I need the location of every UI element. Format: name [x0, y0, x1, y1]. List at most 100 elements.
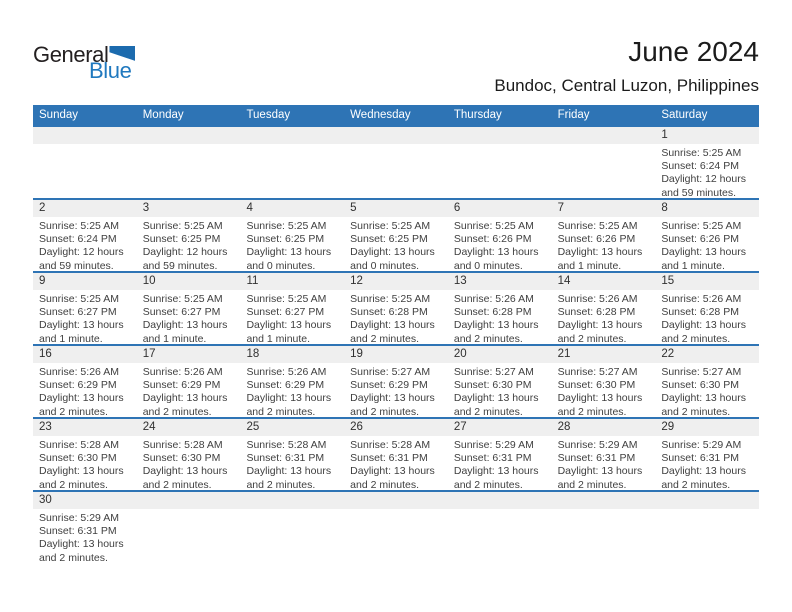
day-number: 15	[661, 275, 675, 287]
sunset-text: Sunset: 6:30 PM	[39, 452, 117, 465]
day-details: Sunrise: 5:26 AM Sunset: 6:28 PM Daylight:…	[655, 290, 759, 344]
sunrise-text: Sunrise: 5:25 AM	[453, 220, 534, 232]
day-number: 19	[350, 348, 363, 360]
day-cell-19: 19 Sunrise: 5:27 AM Sunset: 6:29 PM Dayligh…	[344, 346, 448, 417]
empty-day-cell	[137, 492, 241, 563]
day-cell-27: 27 Sunrise: 5:29 AM Sunset: 6:31 PM Dayligh…	[448, 419, 552, 490]
day-number-band	[33, 419, 759, 436]
sunset-text: Sunset: 6:29 PM	[39, 379, 117, 392]
sunset-text: Sunset: 6:29 PM	[246, 379, 325, 392]
weekday-header-thursday: Thursday	[453, 109, 502, 121]
empty-day-cell	[655, 492, 759, 563]
daylight-text: Daylight: 13 hours and 1 minute.	[142, 319, 228, 344]
day-cell-18: 18 Sunrise: 5:26 AM Sunset: 6:29 PM Dayligh…	[240, 346, 344, 417]
sunrise-text: Sunrise: 5:26 AM	[39, 366, 119, 378]
empty-day-cell	[240, 127, 344, 198]
sunrise-text: Sunrise: 5:25 AM	[39, 293, 119, 305]
daylight-text: Daylight: 13 hours and 2 minutes.	[557, 465, 643, 490]
day-number: 7	[557, 202, 564, 214]
daylight-text: Daylight: 12 hours and 59 minutes.	[39, 246, 124, 271]
day-details: Sunrise: 5:25 AM Sunset: 6:26 PM Daylight:…	[552, 217, 656, 271]
sunrise-text: Sunrise: 5:25 AM	[246, 220, 327, 232]
day-number: 13	[453, 275, 467, 287]
daylight-text: Daylight: 13 hours and 2 minutes.	[557, 319, 643, 344]
empty-day-cell	[344, 492, 448, 563]
sunrise-text: Sunrise: 5:25 AM	[557, 220, 638, 232]
day-details: Sunrise: 5:26 AM Sunset: 6:28 PM Daylight:…	[448, 290, 552, 344]
day-number: 6	[453, 202, 461, 214]
week-cells: 30 Sunrise: 5:29 AM Sunset: 6:31 PM Dayligh…	[33, 492, 759, 563]
sunrise-text: Sunrise: 5:28 AM	[246, 439, 327, 451]
daylight-text: Daylight: 13 hours and 2 minutes.	[661, 319, 746, 344]
empty-day-cell	[448, 127, 552, 198]
sunset-text: Sunset: 6:25 PM	[350, 233, 428, 246]
sunrise-text: Sunrise: 5:27 AM	[661, 366, 742, 378]
day-details: Sunrise: 5:28 AM Sunset: 6:30 PM Daylight:…	[33, 436, 137, 490]
sunset-text: Sunset: 6:28 PM	[350, 306, 428, 319]
day-details: Sunrise: 5:29 AM Sunset: 6:31 PM Daylight:…	[448, 436, 552, 490]
calendar-table: Sunday Monday Tuesday Wednesday Thursday…	[33, 105, 759, 563]
week-cells: 9 Sunrise: 5:25 AM Sunset: 6:27 PM Daylight…	[33, 273, 759, 344]
daylight-text: Daylight: 13 hours and 2 minutes.	[557, 392, 643, 417]
daylight-text: Daylight: 12 hours and 59 minutes.	[142, 246, 228, 271]
week-row: 1 Sunrise: 5:25 AM Sunset: 6:24 PM Daylight…	[33, 125, 759, 198]
daylight-text: Daylight: 13 hours and 0 minutes.	[246, 246, 332, 271]
empty-day-cell	[552, 127, 656, 198]
weekday-header-row: Sunday Monday Tuesday Wednesday Thursday…	[33, 105, 759, 125]
daylight-text: Daylight: 13 hours and 2 minutes.	[453, 392, 539, 417]
day-details: Sunrise: 5:28 AM Sunset: 6:31 PM Daylight:…	[344, 436, 448, 490]
day-number: 12	[350, 275, 363, 287]
empty-day-cell	[344, 127, 448, 198]
week-row: 23 Sunrise: 5:28 AM Sunset: 6:30 PM Dayligh…	[33, 417, 759, 490]
day-number: 28	[557, 421, 571, 433]
daylight-text: Daylight: 13 hours and 1 minute.	[39, 319, 124, 344]
daylight-text: Daylight: 13 hours and 2 minutes.	[350, 392, 435, 417]
sunset-text: Sunset: 6:31 PM	[661, 452, 739, 465]
day-cell-25: 25 Sunrise: 5:28 AM Sunset: 6:31 PM Dayligh…	[240, 419, 344, 490]
week-cells: 2 Sunrise: 5:25 AM Sunset: 6:24 PM Daylight…	[33, 200, 759, 271]
day-cell-9: 9 Sunrise: 5:25 AM Sunset: 6:27 PM Daylight…	[33, 273, 137, 344]
day-number: 1	[661, 129, 668, 141]
sunrise-text: Sunrise: 5:25 AM	[246, 293, 327, 305]
sunrise-text: Sunrise: 5:26 AM	[246, 366, 327, 378]
day-number: 17	[142, 348, 156, 360]
sunset-text: Sunset: 6:26 PM	[453, 233, 532, 246]
daylight-text: Daylight: 13 hours and 2 minutes.	[350, 465, 435, 490]
daylight-text: Daylight: 13 hours and 2 minutes.	[453, 319, 539, 344]
day-details: Sunrise: 5:26 AM Sunset: 6:29 PM Daylight:…	[240, 363, 344, 417]
general-blue-logo: General Blue	[33, 44, 153, 82]
sunrise-text: Sunrise: 5:29 AM	[453, 439, 534, 451]
day-cell-29: 29 Sunrise: 5:29 AM Sunset: 6:31 PM Dayligh…	[655, 419, 759, 490]
empty-day-cell	[137, 127, 241, 198]
sunrise-text: Sunrise: 5:29 AM	[557, 439, 638, 451]
day-number: 24	[142, 421, 156, 433]
day-number: 30	[39, 494, 52, 506]
day-cell-12: 12 Sunrise: 5:25 AM Sunset: 6:28 PM Dayligh…	[344, 273, 448, 344]
day-number-band	[33, 273, 759, 290]
weekday-header-tuesday: Tuesday	[246, 109, 291, 121]
day-number: 25	[246, 421, 260, 433]
daylight-text: Daylight: 13 hours and 2 minutes.	[142, 465, 228, 490]
daylight-text: Daylight: 13 hours and 0 minutes.	[453, 246, 539, 271]
day-details: Sunrise: 5:26 AM Sunset: 6:28 PM Daylight:…	[552, 290, 656, 344]
day-number: 18	[246, 348, 260, 360]
day-cell-4: 4 Sunrise: 5:25 AM Sunset: 6:25 PM Daylight…	[240, 200, 344, 271]
sunrise-text: Sunrise: 5:28 AM	[142, 439, 223, 451]
day-number: 3	[142, 202, 150, 214]
day-number: 23	[39, 421, 52, 433]
day-cell-24: 24 Sunrise: 5:28 AM Sunset: 6:30 PM Dayligh…	[137, 419, 241, 490]
weekday-header-wednesday: Wednesday	[350, 109, 411, 121]
week-row: 30 Sunrise: 5:29 AM Sunset: 6:31 PM Dayligh…	[33, 490, 759, 563]
sunrise-text: Sunrise: 5:29 AM	[39, 512, 119, 524]
day-details: Sunrise: 5:25 AM Sunset: 6:26 PM Daylight:…	[448, 217, 552, 271]
day-details: Sunrise: 5:25 AM Sunset: 6:24 PM Daylight:…	[655, 144, 759, 198]
sunrise-text: Sunrise: 5:27 AM	[557, 366, 638, 378]
weekday-header-friday: Friday	[557, 109, 590, 121]
sunrise-text: Sunrise: 5:28 AM	[39, 439, 119, 451]
day-details: Sunrise: 5:27 AM Sunset: 6:29 PM Daylight:…	[344, 363, 448, 417]
sunrise-text: Sunrise: 5:25 AM	[39, 220, 119, 232]
sunset-text: Sunset: 6:31 PM	[350, 452, 428, 465]
daylight-text: Daylight: 13 hours and 1 minute.	[661, 246, 746, 271]
daylight-text: Daylight: 13 hours and 1 minute.	[246, 319, 332, 344]
